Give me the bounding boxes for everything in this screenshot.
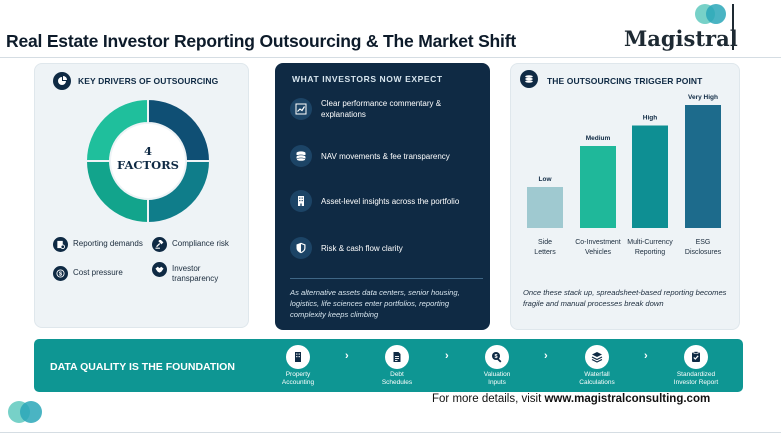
expectations-divider (290, 278, 483, 279)
step-debt-schedules: Debt Schedules (362, 345, 432, 387)
trigger-category-label: Multi-Currency (627, 239, 673, 246)
chevron-right-icon: › (644, 350, 648, 362)
footer-logo-mark (8, 401, 44, 423)
brand-divider (732, 4, 734, 50)
brand-logo-mark (695, 2, 735, 26)
footer-cta: For more details, visit www.magistralcon… (432, 393, 711, 405)
clipboard-check-icon (684, 345, 708, 369)
driver-investor-transparency: Investor transparency (152, 262, 234, 284)
brand-logo-text: Magistral (624, 26, 738, 51)
step-waterfall-calculations: Waterfall Calculations (562, 345, 632, 387)
donut-center-label: 4 FACTORS (115, 144, 181, 172)
trigger-category-label: Side (538, 239, 552, 246)
trigger-bar-chart: Low Side Letters Medium Co-Investment Vehicle… (527, 94, 722, 256)
foundation-title: DATA QUALITY IS THE FOUNDATION (50, 361, 235, 373)
trigger-bar (580, 146, 616, 228)
trigger-note: Once these stack up, spreadsheet-based r… (523, 288, 727, 308)
trigger-category-label: Vehicles (585, 249, 612, 256)
trigger-category-label: ESG (696, 239, 711, 246)
factor-word: FACTORS (116, 158, 179, 172)
step-standardized-report: Standardized Investor Report (661, 345, 731, 387)
drivers-heading: KEY DRIVERS OF OUTSOURCING (78, 76, 219, 86)
building-icon (290, 190, 312, 212)
expect-item-risk: Risk & cash flow clarity (290, 237, 471, 259)
gavel-icon (152, 237, 167, 252)
factor-count: 4 (143, 144, 152, 158)
handshake-icon (152, 262, 167, 277)
document-gear-icon (53, 237, 68, 252)
pie-chart-icon (53, 72, 71, 90)
footer-divider (0, 432, 781, 433)
expect-item-asset-insights: Asset-level insights across the portfoli… (290, 190, 471, 212)
dollar-icon: $ (53, 266, 68, 281)
shield-icon (290, 237, 312, 259)
svg-text:$: $ (494, 354, 497, 360)
expect-item-nav: NAV movements & fee transparency (290, 145, 471, 167)
chevron-right-icon: › (544, 350, 548, 362)
svg-text:$: $ (59, 272, 63, 278)
trigger-category-label: Disclosures (685, 249, 722, 256)
document-icon (385, 345, 409, 369)
expectations-note: As alternative assets data centers, seni… (290, 288, 460, 319)
trigger-bar-label: Medium (586, 135, 611, 142)
chevron-right-icon: › (445, 350, 449, 362)
trigger-bar-label: High (643, 115, 657, 122)
trigger-category-label: Reporting (635, 249, 665, 256)
trigger-bar (685, 105, 721, 228)
step-valuation-inputs: $ Valuation Inputs (462, 345, 532, 387)
step-property-accounting: Property Accounting (263, 345, 333, 387)
trigger-category-label: Co-Investment (575, 239, 621, 246)
page-title: Real Estate Investor Reporting Outsourci… (6, 31, 516, 51)
trigger-category-label: Letters (534, 249, 556, 256)
expect-item-performance: Clear performance commentary & explanati… (290, 98, 471, 120)
coins-stack-icon (520, 70, 538, 88)
trend-chart-icon (290, 98, 312, 120)
coins-icon (290, 145, 312, 167)
chevron-right-icon: › (345, 350, 349, 362)
layers-icon (585, 345, 609, 369)
footer-website-link[interactable]: www.magistralconsulting.com (544, 393, 711, 405)
trigger-bar-label: Very High (688, 94, 718, 101)
trigger-bar-label: Low (539, 176, 553, 183)
drivers-donut (85, 98, 211, 224)
trigger-bar (632, 125, 668, 228)
trigger-heading: THE OUTSOURCING TRIGGER POINT (547, 76, 703, 86)
header-divider (0, 57, 781, 58)
donut-segment-4 (85, 98, 149, 162)
driver-cost-pressure: $ Cost pressure (53, 266, 123, 281)
driver-reporting-demands: Reporting demands (53, 237, 143, 252)
driver-compliance-risk: Compliance risk (152, 237, 229, 252)
search-dollar-icon: $ (485, 345, 509, 369)
building-icon (286, 345, 310, 369)
trigger-bar (527, 187, 563, 228)
expectations-heading: WHAT INVESTORS NOW EXPECT (292, 74, 443, 84)
